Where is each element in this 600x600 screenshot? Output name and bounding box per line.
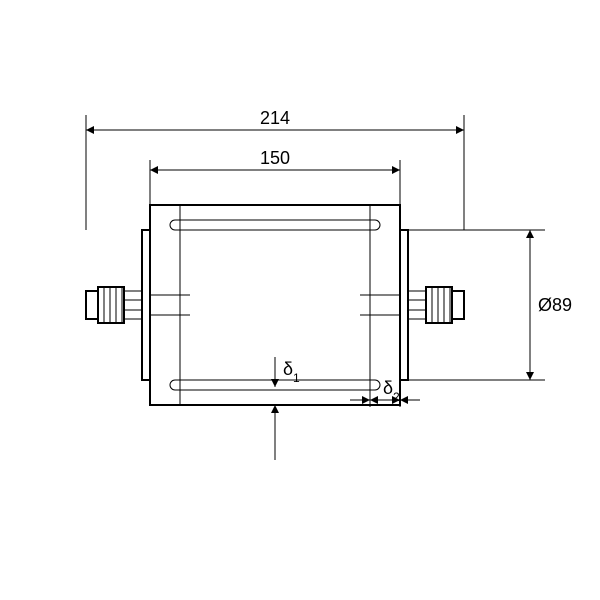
dim-overall-width: 214 (260, 108, 290, 128)
dim-body-width: 150 (260, 148, 290, 168)
dim-diameter: Ø89 (538, 295, 572, 315)
dim-delta1: δ1 (283, 359, 300, 385)
